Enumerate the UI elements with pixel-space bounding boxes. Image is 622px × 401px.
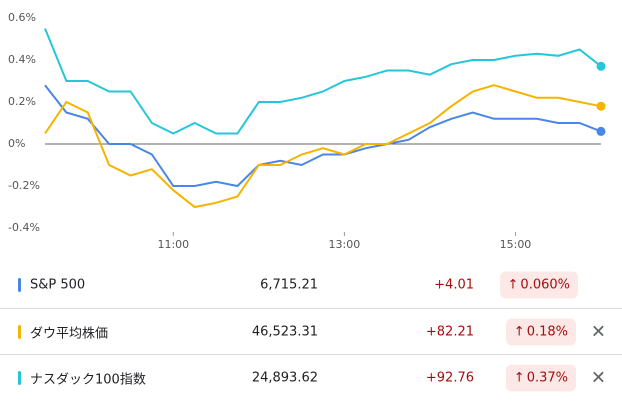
stock-change: +4.01 — [434, 277, 474, 293]
y-tick-label: 0.2% — [8, 95, 36, 108]
up-arrow: ↑ — [513, 370, 525, 386]
stock-price: 46,523.31 — [251, 324, 318, 340]
percent-chip: ↑ 0.18% — [505, 318, 576, 346]
end-dot — [596, 61, 606, 71]
series-line — [44, 84, 602, 188]
stock-name: ナスダック100指数 — [30, 372, 146, 388]
series-color — [18, 278, 21, 292]
stock-price: 24,893.62 — [251, 370, 318, 386]
series-line — [44, 28, 602, 135]
percent-value: 0.18% — [526, 324, 568, 340]
remove-button[interactable]: ✕ — [590, 321, 606, 343]
end-dot — [596, 101, 606, 111]
series-line — [44, 84, 602, 209]
y-tick-label: 0.6% — [8, 11, 36, 24]
chart: 0.6% 0.4% 0.2% 0% -0.2% -0.4% 11:00 13:00 15:00 — [8, 11, 606, 251]
x-tick-label: 11:00 — [157, 238, 189, 251]
remove-button[interactable]: ✕ — [590, 367, 606, 389]
stock-row[interactable]: ダウ平均株価 46,523.31 +82.21 ↑ 0.18% ✕ — [0, 309, 622, 355]
percent-chip: ↑ 0.37% — [505, 364, 576, 392]
stock-change: +82.21 — [425, 324, 474, 340]
y-tick-label: 0.4% — [8, 53, 36, 66]
y-tick-label: -0.4% — [8, 221, 40, 234]
stock-name: ダウ平均株価 — [30, 326, 109, 342]
stock-change: +92.76 — [425, 370, 474, 386]
series-color — [18, 325, 21, 339]
row-divider — [0, 308, 622, 309]
stock-price: 6,715.21 — [260, 277, 318, 293]
percent-value: 0.37% — [526, 370, 568, 386]
stock-name: S&P 500 — [30, 277, 86, 293]
up-arrow: ↑ — [513, 324, 525, 340]
up-arrow: ↑ — [507, 277, 519, 293]
row-divider — [0, 354, 622, 355]
y-tick-label: -0.2% — [8, 179, 40, 192]
x-tick-label: 13:00 — [329, 238, 361, 251]
y-tick-label: 0% — [8, 137, 25, 150]
x-tick-label: 15:00 — [500, 238, 532, 251]
percent-chip: ↑ 0.060% — [499, 271, 578, 299]
end-dot — [596, 126, 606, 136]
series-color — [18, 371, 21, 385]
stock-row[interactable]: ナスダック100指数 24,893.62 +92.76 ↑ 0.37% ✕ — [0, 355, 622, 401]
stock-row[interactable]: S&P 500 6,715.21 +4.01 ↑ 0.060% — [0, 262, 622, 308]
percent-value: 0.060% — [520, 277, 570, 293]
